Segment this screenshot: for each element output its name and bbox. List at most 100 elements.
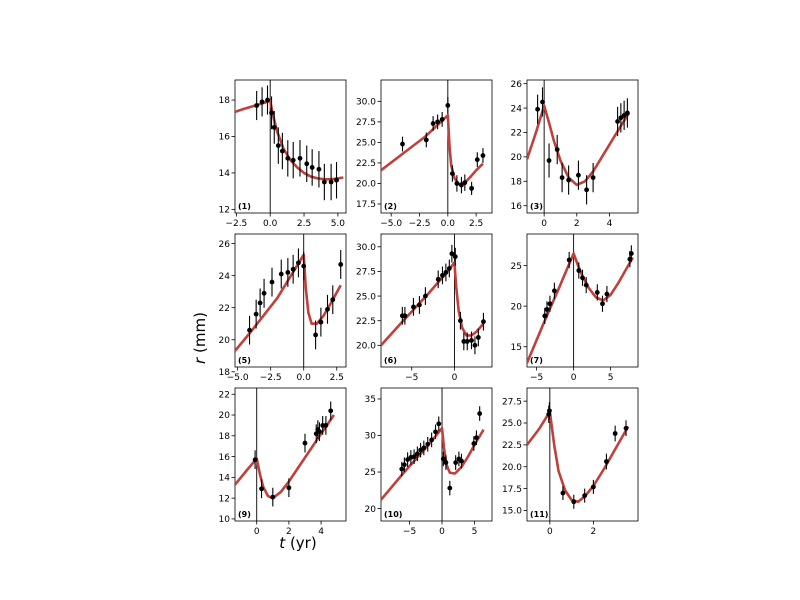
- y-tick-label: 16: [219, 453, 231, 463]
- data-point: [554, 147, 560, 152]
- x-axis-title: t (yr): [279, 534, 316, 552]
- data-point: [547, 408, 552, 414]
- data-point: [297, 155, 303, 161]
- y-tick-label: 20: [219, 336, 231, 346]
- data-point: [435, 276, 441, 282]
- y-tick-label: 10: [219, 515, 231, 525]
- x-tick-label: −2.5: [260, 373, 282, 383]
- data-point: [265, 97, 270, 103]
- data-point: [440, 456, 446, 462]
- x-tick-label: 5: [608, 373, 614, 383]
- data-point: [547, 301, 553, 307]
- data-point: [411, 304, 416, 310]
- data-point: [269, 110, 274, 116]
- y-tick-label: 18: [511, 177, 523, 187]
- data-point: [604, 459, 609, 464]
- data-point: [566, 257, 572, 263]
- data-point: [309, 165, 315, 170]
- panel-frame: [380, 79, 493, 214]
- x-tick-label: −5.0: [380, 219, 402, 229]
- y-tick-label: 18: [219, 432, 231, 442]
- data-point: [445, 103, 451, 108]
- data-point: [584, 187, 589, 193]
- data-point: [583, 282, 589, 288]
- data-point: [590, 175, 596, 181]
- data-point: [461, 338, 467, 344]
- x-tick-label: 0.0: [441, 219, 456, 229]
- data-point: [257, 300, 263, 306]
- panel-8: −5 0 5 20 25 30 35 (10): [365, 387, 493, 537]
- data-point: [316, 166, 322, 172]
- data-point: [439, 117, 445, 122]
- panel-1: −2.5 0.0 2.5 5.0 12 14 16 18 (1): [219, 79, 347, 229]
- data-point: [600, 301, 605, 307]
- data-point: [247, 327, 252, 333]
- panel-4: −5.0 −2.5 0.0 2.5 18 20 22 24 26 (5): [219, 233, 347, 383]
- x-axis-variable: t: [279, 534, 286, 552]
- data-point: [446, 266, 452, 271]
- y-tick-label: 15.0: [502, 507, 522, 517]
- data-point: [421, 445, 427, 451]
- panel-6: −5 0 5 15 20 25 (7): [511, 233, 639, 383]
- data-point: [576, 268, 582, 273]
- y-tick-label: 25.0: [356, 292, 376, 302]
- x-tick-label: 2: [574, 219, 580, 229]
- data-point: [304, 161, 310, 167]
- data-point: [542, 313, 548, 319]
- data-point: [477, 411, 483, 416]
- x-tick-label: −5: [405, 373, 418, 383]
- data-point: [443, 460, 449, 465]
- data-point: [449, 251, 455, 257]
- panel-2: −5.0 −2.5 0.0 2.5 17.5 20.0 22.5 25.0 27.5 30.0 (2…: [356, 79, 493, 229]
- data-point: [462, 180, 468, 186]
- x-tick-label: 0: [439, 527, 445, 537]
- panel-plot-area: [381, 388, 485, 521]
- data-point: [544, 307, 550, 312]
- data-point: [400, 141, 405, 147]
- data-point: [325, 306, 330, 312]
- panel-plot-area: [381, 234, 486, 367]
- y-tick-label: 27.5: [502, 397, 522, 407]
- panel-label: (2): [384, 202, 397, 211]
- y-tick-label: 20.0: [356, 342, 376, 352]
- data-point: [582, 493, 588, 499]
- panel-label: (10): [384, 510, 402, 519]
- data-point: [454, 181, 460, 186]
- y-tick-label: 24: [219, 272, 231, 282]
- y-tick-label: 22: [511, 129, 522, 139]
- panel-label: (1): [238, 202, 251, 211]
- data-point: [604, 291, 610, 297]
- y-tick-label: 30.0: [356, 98, 376, 108]
- panel-7: 0 2 4 10 12 14 16 18 20 22 (9): [219, 387, 347, 537]
- panel-5: −5 0 20.0 22.5 25.0 27.5 30.0 (6): [356, 233, 493, 383]
- y-tick-label: 20: [219, 411, 231, 421]
- x-tick-label: 2.5: [469, 219, 483, 229]
- y-tick-label: 20: [511, 153, 523, 163]
- data-point: [254, 103, 260, 108]
- y-tick-label: 35: [365, 395, 376, 405]
- data-point: [618, 115, 624, 121]
- x-tick-label: −2.5: [409, 219, 431, 229]
- data-point: [436, 421, 442, 427]
- data-point: [480, 153, 486, 158]
- data-point: [285, 270, 291, 275]
- y-tick-label: 26: [511, 80, 523, 90]
- y-tick-label: 22.5: [502, 441, 522, 451]
- data-point: [271, 124, 277, 130]
- data-point: [286, 485, 292, 491]
- y-tick-label: 18: [219, 96, 231, 106]
- data-point: [621, 112, 627, 118]
- y-axis-title: r (mm): [191, 312, 209, 364]
- data-point: [313, 332, 319, 338]
- y-tick-label: 16: [511, 202, 523, 212]
- x-tick-label: 0: [452, 373, 458, 383]
- data-point: [560, 490, 566, 496]
- model-curve: [527, 252, 634, 364]
- data-point: [259, 486, 264, 492]
- data-point: [551, 288, 557, 294]
- data-point: [615, 119, 620, 124]
- y-tick-label: 18: [219, 368, 231, 378]
- data-point: [453, 460, 459, 465]
- y-tick-label: 25.0: [502, 419, 522, 429]
- y-tick-label: 15: [511, 343, 522, 353]
